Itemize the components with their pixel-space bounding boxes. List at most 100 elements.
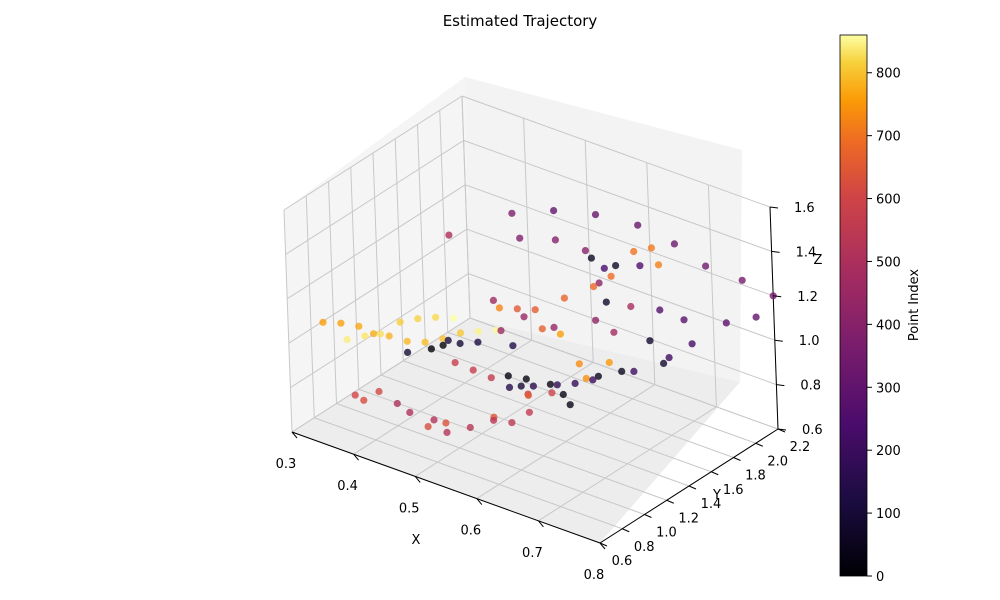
z-tick-mark	[774, 339, 783, 342]
x-tick-mark	[291, 431, 298, 439]
data-point	[396, 318, 404, 326]
data-point	[393, 399, 401, 408]
y-tick-label: 0.8	[634, 540, 655, 555]
data-point	[656, 306, 664, 314]
grid-floor-y	[447, 331, 756, 444]
grid-floor-y	[403, 360, 712, 473]
x-tick-label: 0.3	[276, 457, 297, 472]
z-tick-label: 0.8	[800, 379, 821, 394]
data-point	[612, 262, 620, 270]
grid-floor-y	[314, 417, 623, 530]
data-point	[497, 327, 505, 335]
colorbar-tick-label: 100	[876, 507, 901, 522]
data-point	[571, 379, 579, 387]
data-point	[589, 376, 597, 384]
grid-back-z	[468, 273, 777, 386]
data-point	[337, 319, 345, 327]
data-point	[444, 336, 452, 344]
colorbar-tick-label: 700	[876, 130, 901, 145]
grid-back-x	[461, 95, 471, 319]
data-point	[752, 313, 760, 321]
data-point	[403, 337, 411, 345]
grid-floor-y	[336, 403, 645, 515]
y-tick-mark	[599, 542, 608, 547]
data-point	[360, 396, 368, 404]
grid-left-z	[286, 184, 466, 300]
data-point	[595, 279, 603, 287]
data-point	[469, 366, 477, 374]
grid-left-y	[328, 181, 337, 404]
data-point	[646, 337, 654, 345]
grid-back-z	[463, 139, 772, 252]
data-point	[610, 328, 618, 336]
grid-left-y	[283, 209, 293, 433]
data-point	[509, 342, 517, 350]
y-axis-label: Y	[712, 488, 721, 503]
data-point	[670, 240, 679, 248]
data-point	[722, 319, 730, 327]
data-point	[406, 408, 414, 416]
data-point	[550, 207, 558, 215]
data-point	[443, 428, 451, 436]
x-tick-label: 0.7	[522, 546, 543, 561]
pane-back	[465, 77, 742, 382]
data-point	[600, 264, 608, 272]
data-point	[430, 416, 438, 424]
data-point	[445, 231, 453, 239]
scatter-points	[319, 207, 777, 436]
grid-back-x	[646, 162, 656, 385]
data-point	[559, 390, 567, 399]
data-point	[592, 316, 600, 324]
data-point	[647, 244, 656, 252]
data-point	[590, 283, 598, 291]
grid-back-x	[707, 184, 717, 407]
z-tick-label: 1.2	[797, 290, 818, 305]
colorbar-tick-label: 300	[876, 381, 901, 396]
data-point	[665, 354, 673, 362]
data-point	[524, 391, 533, 399]
grid-left-y	[417, 124, 426, 347]
colorbar-label: Point Index	[907, 269, 922, 342]
grid-left-z	[285, 139, 464, 255]
data-point	[414, 315, 422, 323]
z-axis-label: Z	[814, 253, 823, 268]
data-point	[439, 335, 447, 343]
data-point	[738, 276, 746, 284]
data-point	[375, 387, 383, 396]
y-tick-mark	[711, 471, 719, 476]
colorbar-tick-label: 200	[876, 444, 901, 459]
grid-left-y	[350, 167, 360, 390]
x-tick-label: 0.8	[584, 568, 605, 583]
data-point	[627, 302, 635, 311]
data-point	[474, 327, 482, 336]
data-point	[525, 408, 534, 416]
grid-back-z	[461, 95, 771, 208]
data-point	[456, 329, 465, 337]
data-point	[630, 367, 638, 375]
chart-title: Estimated Trajectory	[443, 12, 598, 30]
data-point	[550, 323, 558, 331]
grid-left-y	[305, 195, 315, 418]
data-point	[456, 339, 464, 348]
y-tick-label: 1.6	[723, 483, 744, 498]
z-tick-mark	[769, 206, 779, 209]
grid-back-x	[523, 118, 533, 341]
grid-left-y	[439, 110, 449, 333]
colorbar-gradient	[839, 34, 868, 577]
y-tick-mark	[755, 442, 763, 447]
data-point	[702, 262, 710, 270]
colorbar-tick-label: 500	[876, 255, 901, 270]
y-tick-mark	[622, 528, 630, 533]
x-tick-mark	[599, 542, 606, 550]
z-axis-line	[769, 206, 779, 430]
z-tick-label: 0.6	[802, 423, 823, 438]
y-tick-mark	[666, 499, 674, 504]
axis-ticks: 0.30.40.50.60.70.80.60.81.01.21.41.61.82…	[276, 201, 823, 583]
grid-left-z	[288, 228, 468, 344]
data-point	[553, 381, 561, 389]
grid-floor-y	[425, 346, 734, 458]
data-point	[489, 296, 497, 304]
data-point	[427, 345, 435, 353]
colorbar-ticks: 0 100 200 300 400 500 600 700 800	[867, 67, 901, 585]
